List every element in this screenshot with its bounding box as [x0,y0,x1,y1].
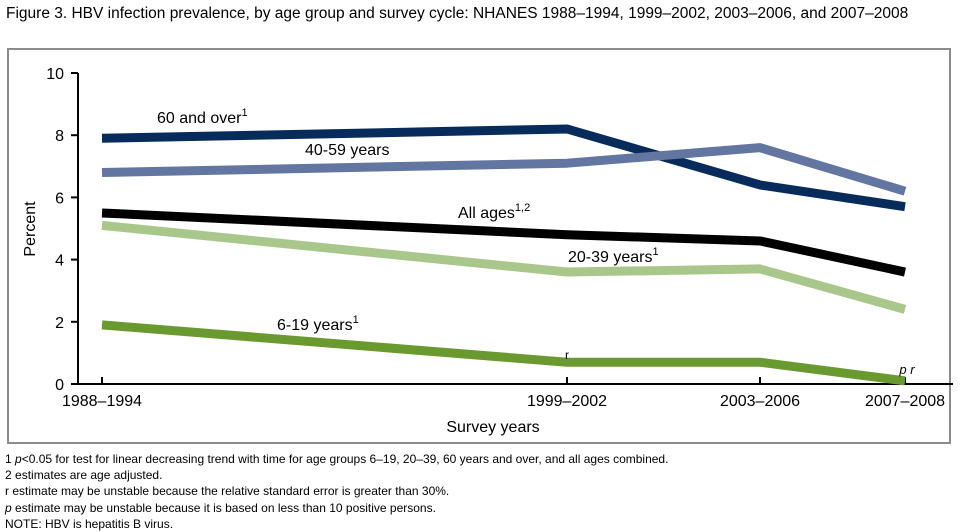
series-label: 6-19 years1 [277,314,359,334]
y-tick-label: 0 [55,377,64,394]
x-tick-label: 2003–2006 [720,393,800,410]
series-label: 60 and over1 [157,107,248,127]
series-line [101,320,906,386]
series-line [101,220,907,314]
footnotes: 1 p<0.05 for test for linear decreasing … [5,451,668,532]
y-tick-label: 8 [55,128,64,145]
x-tick-label: 1988–1994 [62,393,142,410]
y-tick-label: 2 [55,315,64,332]
y-axis-label: Percent [22,201,39,257]
series-label: 20-39 years1 [568,246,659,266]
footnote: 1 p<0.05 for test for linear decreasing … [5,452,669,466]
footnote: 2 estimates are age adjusted. [5,468,163,483]
annotation-p-r: p r [898,362,915,377]
y-tick-label: 4 [55,253,64,270]
y-tick-label: 10 [46,66,64,83]
chart-frame: 0 2 4 6 8 10 1988–1994 1999–2002 2003–2006 2007–2… [7,48,953,444]
annotation-r: r [565,348,569,362]
footnote: p estimate may be unstable because it is… [5,500,436,515]
y-tick-label: 6 [55,190,64,207]
x-tick-label: 1999–2002 [527,393,607,410]
series-label: 40-59 years [305,142,390,159]
series-line [101,143,907,196]
footnote: NOTE: HBV is hepatitis B virus. [5,516,174,531]
x-axis-label: Survey years [446,419,539,436]
series-label: All ages1,2 [458,202,530,222]
figure-title: Figure 3. HBV infection prevalence, by a… [6,5,909,22]
x-tick-label: 2007–2008 [865,393,945,410]
footnote: r estimate may be unstable because the r… [5,484,450,499]
line-chart: 0 2 4 6 8 10 1988–1994 1999–2002 2003–2006 2007–2… [22,66,953,436]
series-line [101,208,906,277]
